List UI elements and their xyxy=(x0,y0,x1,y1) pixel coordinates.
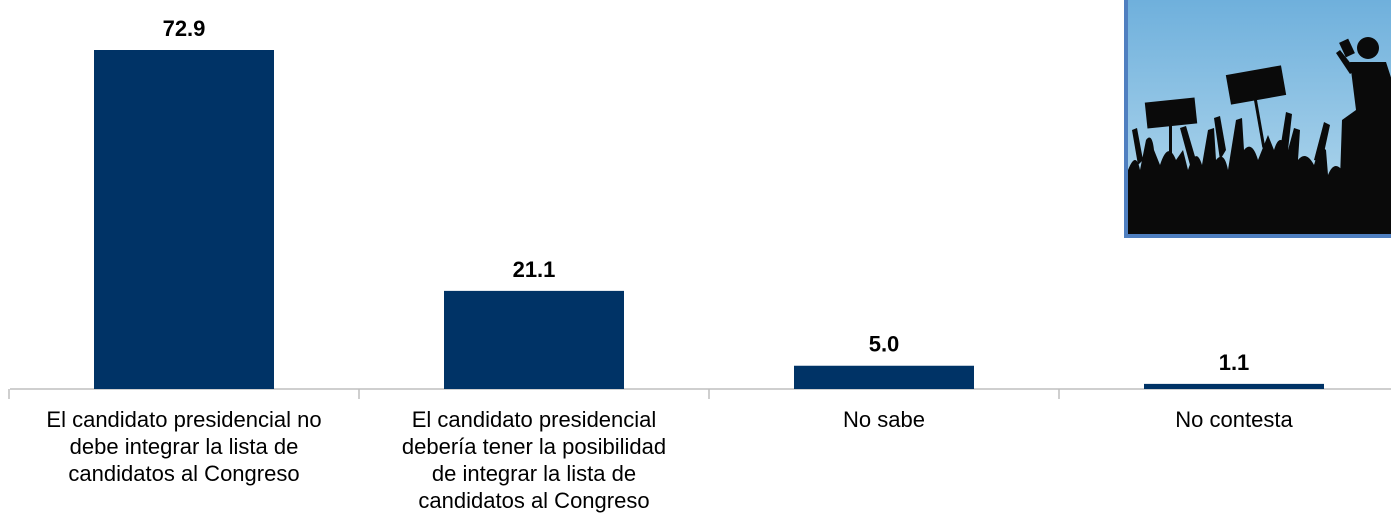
data-label: 21.1 xyxy=(513,257,556,282)
x-tick-label-line: El candidato presidencial no xyxy=(46,407,322,432)
data-label: 1.1 xyxy=(1219,350,1250,375)
bar xyxy=(444,290,624,389)
bar xyxy=(1144,383,1324,389)
bar xyxy=(94,50,274,389)
x-tick-label: El candidato presidencial debería tener l… xyxy=(364,406,704,514)
data-label: 72.9 xyxy=(163,16,206,41)
x-tick-label: El candidato presidencial no debe integra… xyxy=(14,406,354,487)
x-tick-label-line: debe integrar la lista de xyxy=(69,434,299,459)
protest-crowd-icon xyxy=(1124,0,1391,238)
x-tick-label-line: No contesta xyxy=(1175,407,1293,432)
x-tick-label: No contesta xyxy=(1064,406,1391,433)
x-tick-label-line: debería tener la posibilidad xyxy=(401,434,667,459)
data-label: 5.0 xyxy=(869,332,900,357)
x-tick-label-line: candidatos al Congreso xyxy=(68,461,300,486)
x-tick-label-line: candidatos al Congreso xyxy=(418,488,650,513)
x-tick-label: No sabe xyxy=(714,406,1054,433)
x-tick-label-line: de integrar la lista de xyxy=(431,461,637,486)
bar xyxy=(794,365,974,389)
x-tick-label-line: No sabe xyxy=(843,407,925,432)
x-tick-label-line: El candidato presidencial xyxy=(411,407,657,432)
